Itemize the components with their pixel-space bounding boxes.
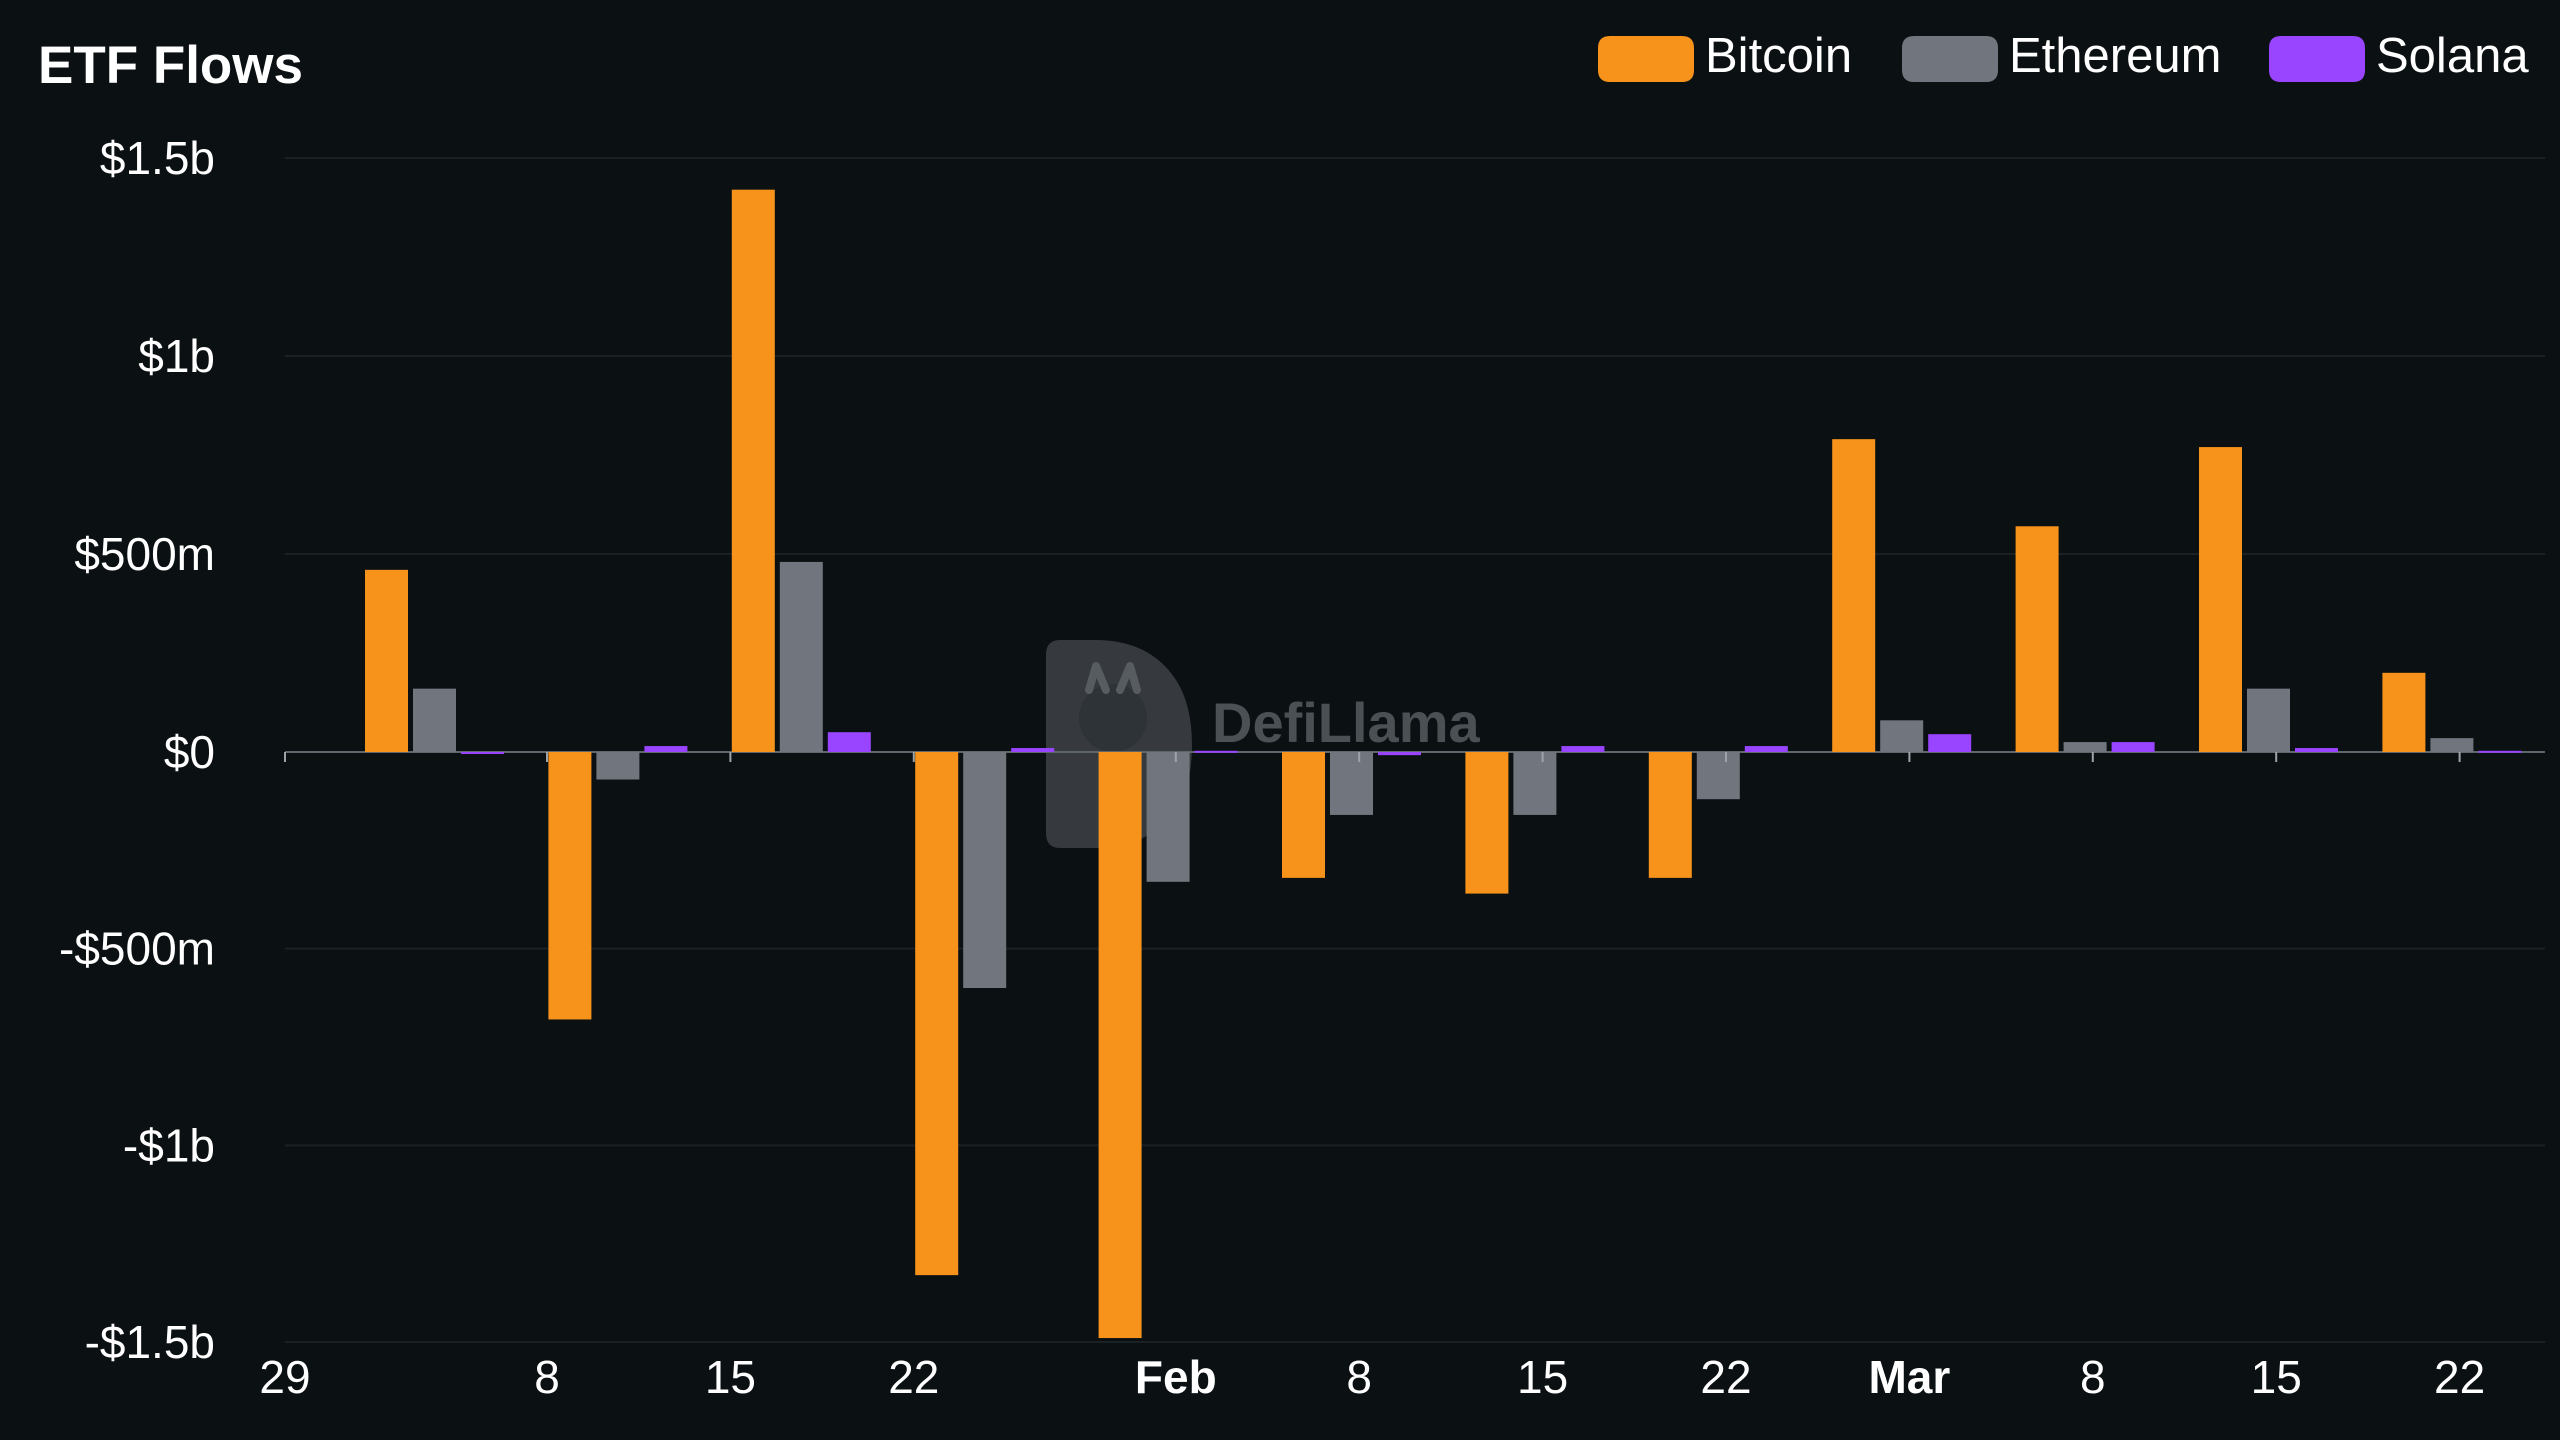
bar-ethereum: [1513, 752, 1557, 815]
llama-ears-icon: [1085, 662, 1141, 694]
y-axis-tick-label: $500m: [74, 528, 215, 580]
bar-bitcoin: [731, 189, 775, 752]
bar-bitcoin: [2199, 447, 2242, 752]
y-axis-tick-label: -$1b: [123, 1119, 215, 1171]
bar-ethereum: [413, 688, 456, 752]
bar-solana: [1011, 748, 1055, 752]
legend-solana-swatch: [2269, 36, 2365, 82]
legend-solana: Solana: [2269, 29, 2529, 83]
x-axis-tick-label: 15: [2251, 1351, 2302, 1403]
bar-ethereum: [1880, 720, 1924, 752]
bar-ethereum: [596, 752, 640, 780]
bar-ethereum: [779, 561, 823, 752]
chart-legend: Bitcoin Ethereum Solana: [1598, 29, 2529, 83]
bar-bitcoin: [1098, 752, 1142, 1339]
bar-ethereum: [963, 752, 1007, 988]
x-axis-tick-label: 15: [705, 1351, 756, 1403]
bar-solana: [644, 746, 688, 752]
legend-ethereum-label: Ethereum: [2009, 29, 2221, 83]
bar-ethereum: [1146, 752, 1190, 882]
bar-solana: [2295, 748, 2338, 752]
bar-ethereum: [1330, 752, 1373, 815]
y-axis-tick-label: -$1.5b: [85, 1316, 215, 1368]
bar-solana: [827, 732, 871, 752]
legend-ethereum: Ethereum: [1902, 29, 2221, 83]
chart-bars: [365, 189, 2522, 1339]
bar-solana: [2111, 742, 2155, 752]
bar-ethereum: [2430, 738, 2474, 752]
llama-face-icon: [1079, 684, 1147, 752]
bar-solana: [1744, 746, 1788, 752]
bar-bitcoin: [1465, 752, 1509, 894]
x-axis-tick-label: 8: [1346, 1351, 1372, 1403]
x-axis-tick-label: 8: [534, 1351, 560, 1403]
x-axis-tick-label: 15: [1517, 1351, 1568, 1403]
legend-bitcoin-label: Bitcoin: [1705, 29, 1852, 83]
bar-bitcoin: [1648, 752, 1692, 878]
y-axis-tick-label: $1b: [138, 330, 215, 382]
x-axis-tick-label: 8: [2080, 1351, 2106, 1403]
bar-solana: [1194, 750, 1238, 753]
bar-solana: [1561, 746, 1605, 752]
chart-title: ETF Flows: [38, 36, 303, 95]
legend-solana-label: Solana: [2376, 29, 2529, 83]
bar-solana: [2478, 750, 2522, 753]
x-axis-tick-label: Mar: [1868, 1351, 1950, 1403]
bar-bitcoin: [365, 569, 408, 752]
bar-bitcoin: [915, 752, 959, 1276]
y-axis-tick-label: $1.5b: [100, 132, 215, 184]
x-axis-tick-label: 29: [259, 1351, 310, 1403]
y-axis-tick-label: -$500m: [59, 923, 215, 975]
bar-bitcoin: [548, 752, 592, 1020]
bar-bitcoin: [1832, 439, 1876, 752]
chart-axes: $1.5b $1b $500m $0 -$500m -$1b -$1.5b 29 8 15 22 Fe…: [59, 132, 2485, 1403]
x-axis-tick-label: 22: [888, 1351, 939, 1403]
legend-ethereum-swatch: [1902, 36, 1998, 82]
bar-ethereum: [1696, 752, 1740, 800]
bar-ethereum: [2247, 688, 2290, 752]
x-axis-tick-label: 22: [1700, 1351, 1751, 1403]
legend-bitcoin-swatch: [1598, 36, 1694, 82]
bar-solana: [461, 752, 504, 754]
y-axis-tick-label: $0: [164, 726, 215, 778]
bar-bitcoin: [2015, 526, 2059, 752]
bar-solana: [1378, 752, 1421, 756]
bar-solana: [1928, 734, 1972, 752]
bar-bitcoin: [1282, 752, 1325, 878]
bar-ethereum: [2063, 742, 2107, 752]
legend-bitcoin: Bitcoin: [1598, 29, 1852, 83]
x-axis-tick-label: Feb: [1135, 1351, 1217, 1403]
x-axis-tick-label: 22: [2434, 1351, 2485, 1403]
watermark-text: DefiLlama: [1212, 691, 1480, 754]
bar-bitcoin: [2382, 672, 2426, 752]
